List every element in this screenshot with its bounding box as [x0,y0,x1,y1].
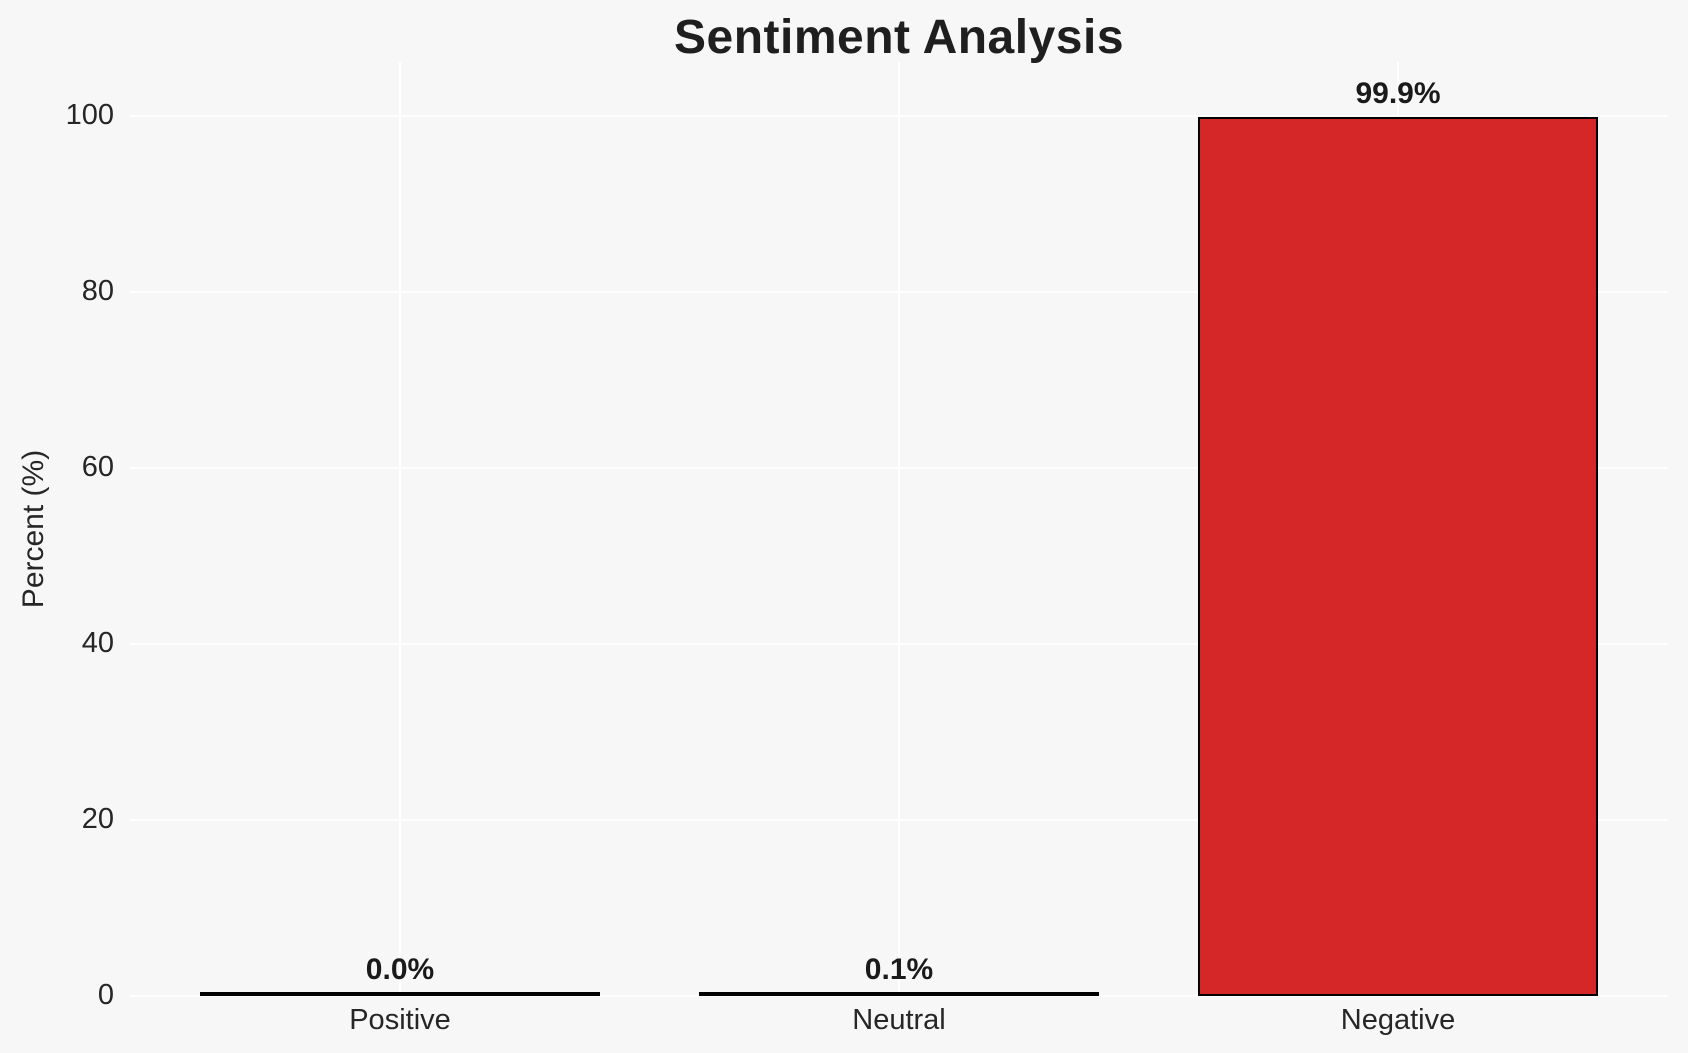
bar-negative [1198,117,1598,996]
y-tick-label-100: 100 [65,99,114,131]
bar-value-label-neutral: 0.1% [864,953,934,986]
bar-value-label-negative: 99.9% [1355,77,1441,110]
chart-title: Sentiment Analysis [673,11,1125,64]
y-tick-label-20: 20 [81,803,114,835]
x-tick-label-neutral: Neutral [852,1004,946,1036]
plot-area: 0.0% 0.1% 99.9% [130,62,1668,997]
v-gridline-positive [399,62,401,996]
v-gridline-neutral [898,62,900,996]
h-gridline-0 [130,995,1668,997]
x-tick-label-positive: Positive [349,1004,451,1036]
y-tick-label-0: 0 [97,979,114,1011]
y-tick-label-80: 80 [81,275,114,307]
bar-value-label-positive: 0.0% [365,953,435,986]
bar-neutral [699,992,1099,996]
x-tick-label-negative: Negative [1340,1004,1456,1036]
bar-positive [200,992,600,996]
y-tick-label-60: 60 [81,451,114,483]
y-tick-label-40: 40 [81,627,114,659]
